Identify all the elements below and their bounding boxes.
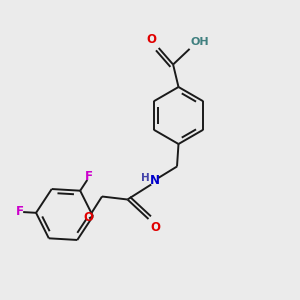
- Text: O: O: [83, 211, 94, 224]
- Text: F: F: [16, 206, 24, 218]
- Text: O: O: [150, 221, 160, 234]
- Text: O: O: [146, 33, 156, 46]
- Text: F: F: [85, 170, 93, 183]
- Text: H: H: [141, 173, 150, 183]
- Text: OH: OH: [190, 38, 209, 47]
- Text: N: N: [150, 174, 160, 187]
